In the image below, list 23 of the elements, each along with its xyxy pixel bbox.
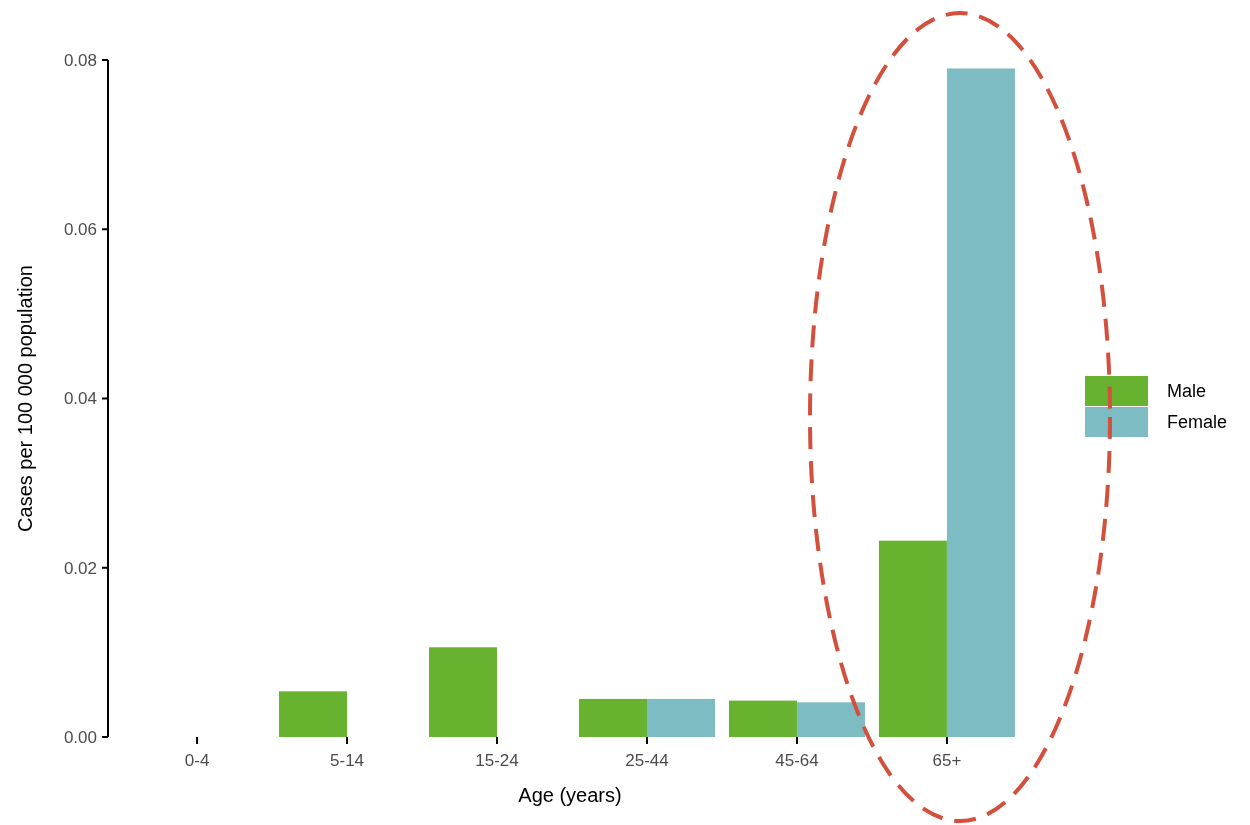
bar	[878, 540, 947, 737]
y-tick-label: 0.02	[63, 558, 97, 578]
x-tick-label: 65+	[932, 751, 962, 770]
x-axis-title: Age (years)	[518, 784, 622, 806]
y-tick-label: 0.06	[63, 220, 97, 240]
bar	[728, 700, 797, 737]
x-tick-label: 25-44	[625, 751, 669, 770]
y-axis-title: Cases per 100 000 population	[14, 265, 36, 532]
legend-label: Female	[1167, 412, 1228, 433]
x-tick-label: 15-24	[475, 751, 519, 770]
x-tick-label: 45-64	[775, 751, 819, 770]
bar	[946, 68, 1015, 737]
bar	[279, 691, 348, 737]
x-tick-label: 5-14	[330, 751, 365, 770]
x-tick-label: 0-4	[184, 751, 210, 770]
y-tick-label: 0.08	[63, 50, 97, 70]
bar	[646, 698, 715, 737]
bar	[578, 698, 647, 737]
bar	[796, 702, 865, 737]
legend-label: Male	[1167, 381, 1207, 402]
y-tick-label: 0.04	[63, 389, 97, 409]
bar	[429, 647, 498, 737]
y-tick-label: 0.00	[63, 727, 97, 747]
